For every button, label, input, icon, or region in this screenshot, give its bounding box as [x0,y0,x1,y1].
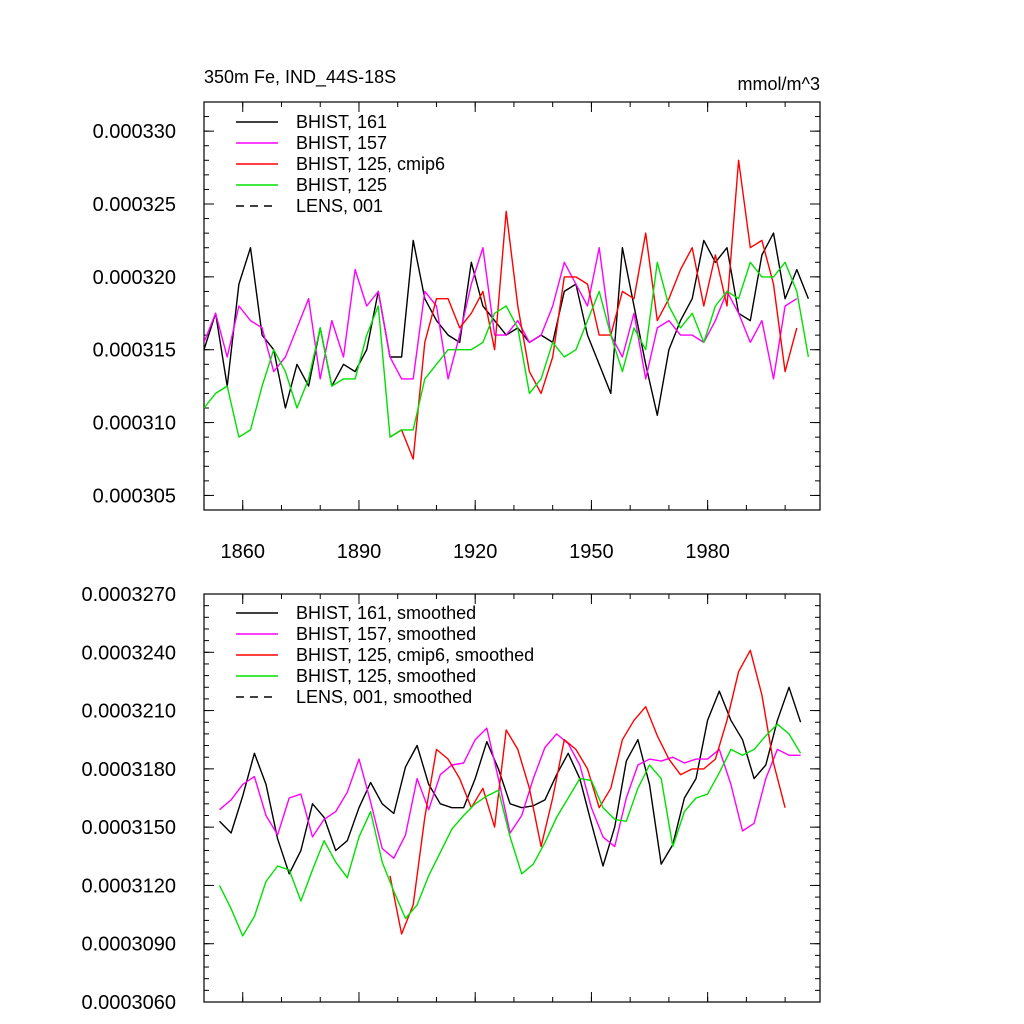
bottom-legend-label: BHIST, 125, smoothed [296,666,476,686]
top-legend-label: BHIST, 161 [296,112,387,132]
top-ytick-label: 0.000325 [93,194,176,216]
top-xtick-label: 1920 [453,541,498,563]
bottom-ytick-label: 0.0003180 [81,759,176,781]
top-xtick-label: 1980 [685,541,730,563]
bottom-series-line-4 [218,723,802,937]
top-chart-plot-area: 0.000305 0.000310 0.000315 0.000320 0.000325… [93,101,821,563]
bottom-legend-label: BHIST, 157, smoothed [296,624,476,644]
bottom-series-line-3 [389,649,786,935]
top-ytick-label: 0.000315 [93,340,176,362]
top-legend-label: BHIST, 125 [296,175,387,195]
top-ytick-label: 0.000330 [93,121,176,143]
top-chart: 350m Fe, IND_44S-18S mmol/m^3 0.0003050.… [93,67,821,563]
bottom-ytick-label: 0.0003150 [81,817,176,839]
bottom-legend-label: BHIST, 161, smoothed [296,603,476,623]
top-legend-label: BHIST, 125, cmip6 [296,154,445,174]
top-xtick-label: 1950 [569,541,614,563]
top-xtick-label: 1890 [337,541,382,563]
bottom-ytick-label: 0.0003090 [81,934,176,956]
bottom-series-line-2 [219,727,801,859]
top-legend-label: LENS, 001 [296,196,383,216]
bottom-legend-label: BHIST, 125, cmip6, smoothed [296,645,534,665]
bottom-ytick-label: 0.0003120 [81,875,176,897]
bottom-ytick-label: 0.0003060 [81,992,176,1014]
bottom-legend-label: LENS, 001, smoothed [296,687,472,707]
top-chart-title-right: mmol/m^3 [738,74,820,94]
bottom-series-line-1 [219,686,802,875]
top-xtick-label: 1860 [220,541,265,563]
top-series-line-4 [204,261,810,438]
top-ytick-label: 0.000320 [93,267,176,289]
bottom-ytick-label: 0.0003240 [81,642,176,664]
top-series-line-3 [389,159,798,460]
top-ytick-label: 0.000310 [93,413,176,435]
bottom-plot-frame [203,593,821,1003]
bottom-ytick-label: 0.0003270 [81,584,176,606]
bottom-chart-plot-area: 0.0003060 0.0003090 0.0003120 0.0003150 0.00… [81,584,821,1014]
top-chart-title-left: 350m Fe, IND_44S-18S [204,67,396,88]
bottom-ytick-label: 0.0003210 [81,701,176,723]
top-ytick-label: 0.000305 [93,485,176,507]
top-series-line-2 [204,246,798,380]
bottom-chart: 0.0003060 0.0003090 0.0003120 0.0003150 0.00… [81,584,821,1014]
top-legend-label: BHIST, 157 [296,133,387,153]
top-series-line-1 [204,232,810,416]
